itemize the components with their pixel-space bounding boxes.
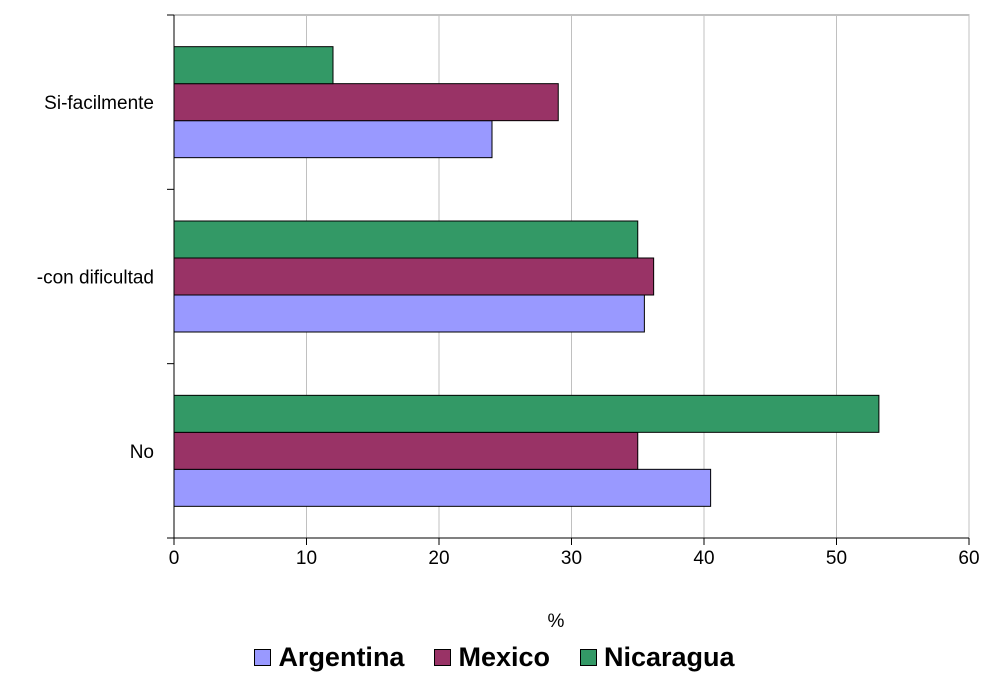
bar-argentina-no bbox=[173, 468, 712, 507]
bar-mexico-no bbox=[173, 431, 639, 470]
x-tick-label: 40 bbox=[693, 548, 714, 569]
bar-argentina-con-dificultad bbox=[173, 294, 645, 333]
x-tick-label: 30 bbox=[561, 548, 582, 569]
bar-mexico-si-facilmente bbox=[173, 83, 559, 122]
bars bbox=[173, 46, 880, 507]
legend-item-argentina: Argentina bbox=[254, 642, 404, 673]
x-axis-ticks: 0 10 20 30 40 50 60 bbox=[169, 538, 980, 569]
legend-label-argentina: Argentina bbox=[278, 641, 405, 672]
x-tick-label: 20 bbox=[428, 548, 449, 569]
legend-label-nicaragua: Nicaragua bbox=[604, 641, 735, 672]
category-labels: Si-facilmente -con dificultad No bbox=[37, 93, 154, 463]
x-tick-label: 0 bbox=[169, 548, 180, 569]
legend-label-mexico: Mexico bbox=[458, 641, 550, 672]
bar-nicaragua-no bbox=[173, 394, 880, 433]
legend-swatch-nicaragua bbox=[580, 648, 597, 666]
category-label-si-facilmente: Si-facilmente bbox=[44, 93, 154, 114]
x-tick-label: 10 bbox=[296, 548, 317, 569]
bar-nicaragua-con-dificultad bbox=[173, 220, 639, 259]
bar-nicaragua-si-facilmente bbox=[173, 46, 334, 85]
y-axis-ticks bbox=[167, 14, 174, 539]
bar-mexico-con-dificultad bbox=[173, 257, 655, 296]
legend-item-nicaragua: Nicaragua bbox=[580, 642, 735, 673]
bar-argentina-si-facilmente bbox=[173, 120, 493, 159]
x-tick-label: 60 bbox=[958, 548, 979, 569]
legend-item-mexico: Mexico bbox=[434, 642, 550, 673]
category-label-con-dificultad: -con dificultad bbox=[37, 268, 154, 289]
legend-swatch-argentina bbox=[254, 648, 272, 666]
legend-swatch-mexico bbox=[434, 648, 452, 666]
category-label-no: No bbox=[130, 442, 154, 463]
legend: Argentina Mexico Nicaragua bbox=[0, 640, 989, 674]
x-axis-label: % bbox=[548, 611, 565, 632]
x-tick-label: 50 bbox=[826, 548, 847, 569]
